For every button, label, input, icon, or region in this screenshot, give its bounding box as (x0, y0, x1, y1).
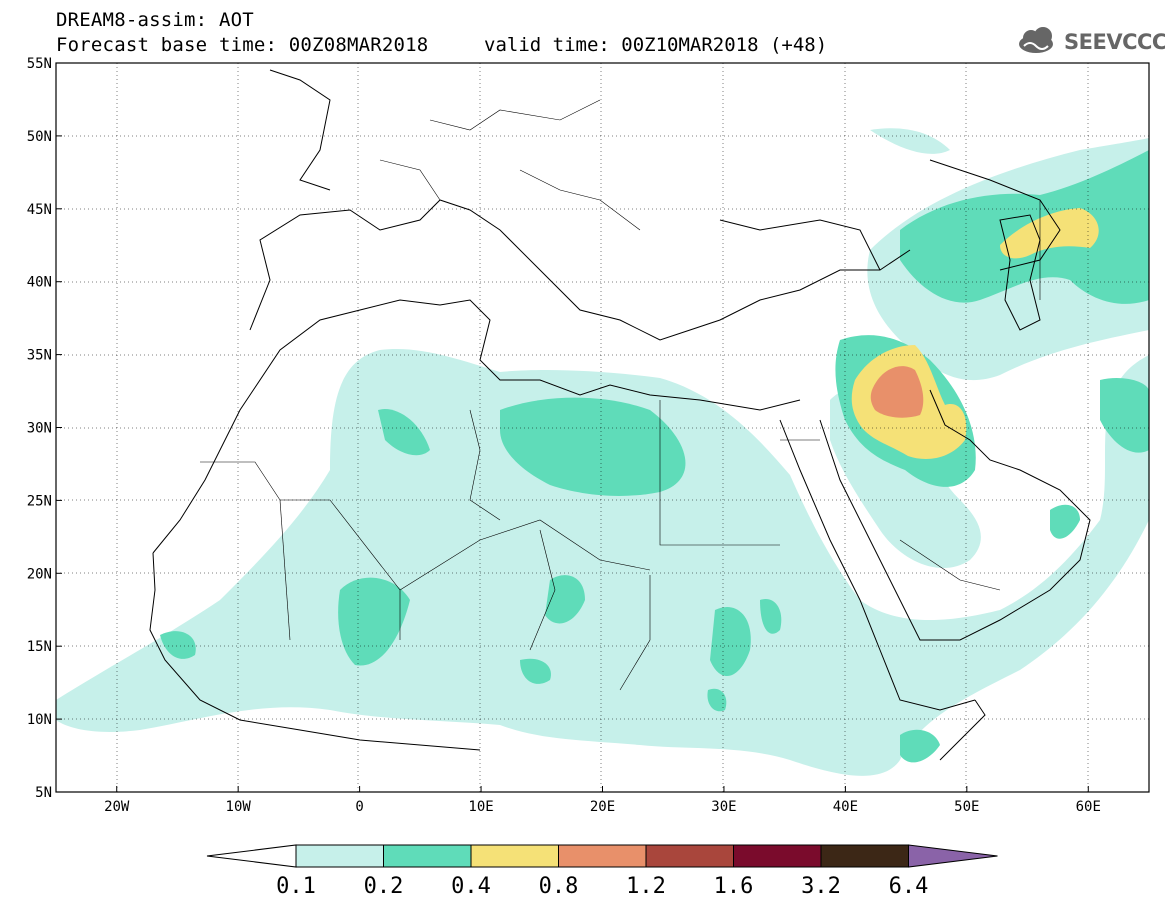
lon-tick-label: 10E (468, 799, 493, 815)
cloud-icon (1019, 27, 1053, 53)
colorbar-level-label: 0.4 (451, 874, 491, 899)
lon-tick-label: 20W (104, 799, 130, 815)
colorbar-swatch (470, 844, 559, 868)
colorbar-swatch (645, 844, 734, 868)
colorbar-level-label: 3.2 (801, 874, 841, 899)
lat-tick-label: 15N (27, 639, 52, 655)
lon-tick-label: 30E (711, 799, 736, 815)
colorbar-swatch (733, 844, 822, 868)
colorbar-level-label: 1.2 (626, 874, 666, 899)
country-borders (200, 99, 1041, 691)
colorbar-level-label: 0.2 (364, 874, 404, 899)
colorbar: 0.1 0.2 0.4 0.8 1.2 1.6 3.2 6.4 (206, 844, 998, 899)
colorbar-level-label: 6.4 (889, 874, 929, 899)
lon-tick-label: 20E (590, 799, 615, 815)
lat-tick-label: 45N (27, 202, 52, 218)
lat-tick-label: 5N (35, 785, 52, 801)
colorbar-level-label: 1.6 (714, 874, 754, 899)
seevccc-logo (1019, 27, 1053, 53)
lat-tick-label: 25N (27, 493, 52, 509)
colorbar-level-label: 0.1 (276, 874, 316, 899)
lat-tick-label: 40N (27, 275, 52, 291)
lon-tick-label: 0 (355, 799, 363, 815)
colorbar-swatch (820, 844, 909, 868)
colorbar-level-label: 0.8 (539, 874, 579, 899)
logo-text: SEEVCCC (1064, 30, 1165, 54)
lat-tick-label: 30N (27, 421, 52, 437)
colorbar-low-arrow (206, 844, 297, 868)
lat-tick-label: 55N (27, 56, 52, 72)
lat-tick-label: 35N (27, 348, 52, 364)
plot-area (56, 63, 1149, 792)
lon-tick-label: 60E (1076, 799, 1101, 815)
colorbar-swatch (383, 844, 472, 868)
coastlines (149, 69, 1091, 761)
valid-time: valid time: 00Z10MAR2018 (+48) (484, 34, 828, 56)
lon-tick-label: 50E (954, 799, 979, 815)
colorbar-swatch (558, 844, 647, 868)
colorbar-swatch (295, 844, 384, 868)
lat-tick-label: 20N (27, 566, 52, 582)
longitude-axis: 20W 10W 0 10E 20E 30E 40E 50E 60E (104, 786, 1101, 815)
forecast-base-time: Forecast base time: 00Z08MAR2018 (56, 34, 429, 56)
lat-tick-label: 50N (27, 129, 52, 145)
colorbar-high-arrow (908, 844, 998, 868)
map-title: DREAM8-assim: AOT (56, 9, 254, 31)
lon-tick-label: 40E (833, 799, 858, 815)
lat-tick-label: 10N (27, 712, 52, 728)
aot-contour-0.8 (870, 366, 924, 418)
lon-tick-label: 10W (226, 799, 252, 815)
latitude-axis: 55N 50N 45N 40N 35N 30N 25N 20N 15N 10N 5N (27, 56, 62, 801)
map-gridlines (56, 63, 1149, 792)
